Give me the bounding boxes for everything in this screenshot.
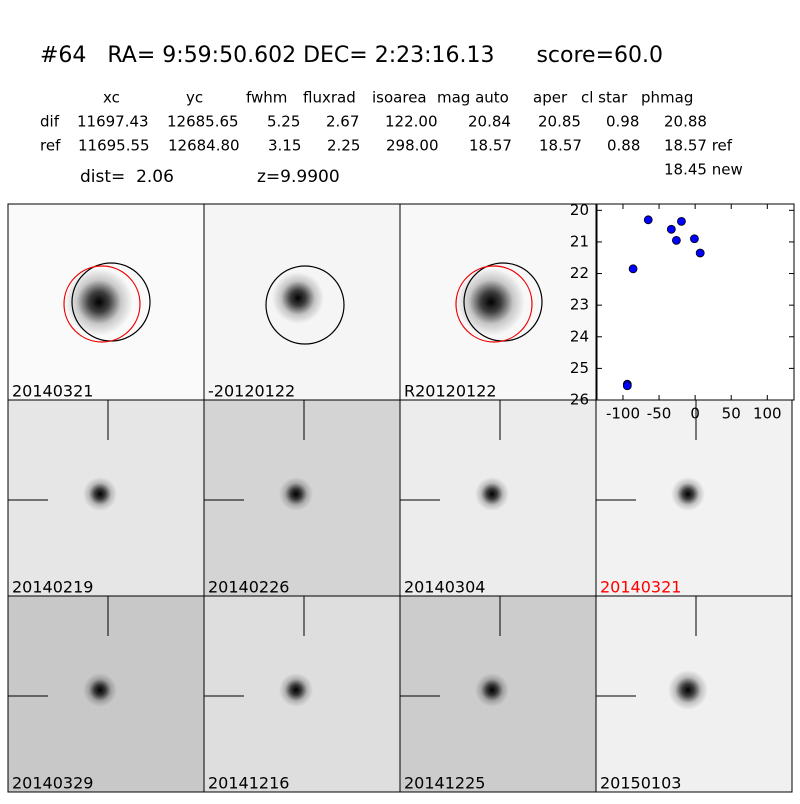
data-point: [677, 216, 686, 226]
table-cell: 20.84: [468, 113, 511, 131]
y-tick-label: 22: [570, 264, 589, 282]
table-cell: 0.88: [607, 137, 640, 155]
image-panel: 20140321: [7, 203, 205, 401]
table-cell: 5.25: [267, 113, 300, 131]
column-header: phmag: [641, 89, 693, 107]
table-cell: 18.57 ref: [664, 137, 733, 155]
source-blob: [279, 477, 313, 511]
table-cell: 2.25: [327, 137, 360, 155]
source-blob: [65, 268, 133, 336]
title: #64 RA= 9:59:50.602 DEC= 2:23:16.13 scor…: [40, 43, 663, 68]
column-header: fwhm: [246, 89, 287, 107]
y-tick-label: 25: [570, 359, 589, 377]
image-panel: 20150103: [595, 595, 793, 793]
image-panel: 20140321: [595, 399, 793, 597]
table-cell: 122.00: [385, 113, 438, 131]
y-tick-label: 23: [570, 296, 589, 314]
image-panel: R20120122: [399, 203, 597, 401]
source-blob: [83, 477, 117, 511]
table-cell: 2.67: [326, 113, 359, 131]
column-header: aper: [533, 89, 568, 107]
column-header: cl star: [581, 89, 628, 107]
x-tick-label: -100: [606, 405, 640, 423]
y-tick-label: 21: [570, 232, 589, 250]
table-cell: 18.57: [539, 137, 582, 155]
row-label: dif: [40, 113, 60, 131]
column-header: isoarea: [372, 89, 427, 107]
x-tick-label: 50: [722, 405, 741, 423]
data-point: [628, 264, 638, 274]
ref-circle: [455, 265, 533, 343]
panel-label: 20140304: [404, 578, 485, 597]
x-tick-label: 100: [753, 405, 782, 423]
redshift: z=9.9900: [257, 167, 340, 187]
aperture-circle: [265, 265, 345, 345]
column-header: yc: [186, 89, 203, 107]
panel-label: 20141225: [404, 774, 485, 793]
panel-label: 20140321: [600, 578, 681, 597]
table-cell: 11697.43: [77, 113, 149, 131]
image-panel: 20140219: [7, 399, 205, 597]
source-blob: [671, 477, 705, 511]
source-blob: [668, 670, 708, 710]
row-label: ref: [40, 137, 61, 155]
panel-label: 20140219: [12, 578, 93, 597]
source-blob: [475, 673, 509, 707]
source-blob: [475, 477, 509, 511]
data-point: [666, 224, 676, 234]
x-tick-label: -50: [647, 405, 672, 423]
source-blob: [83, 673, 117, 707]
image-panel: 20140329: [7, 595, 205, 793]
plot-frame: [596, 203, 795, 401]
y-tick-label: 26: [570, 391, 589, 409]
data-point: [695, 248, 705, 258]
x-tick-label: 0: [690, 405, 700, 423]
source-blob: [272, 272, 324, 324]
table-cell: 298.00: [386, 137, 439, 155]
table-cell: 11695.55: [78, 137, 150, 155]
y-tick-label: 20: [570, 201, 589, 219]
image-panel: 20140304: [399, 399, 597, 597]
dist: dist= 2.06: [80, 167, 174, 187]
panel-label: 20150103: [600, 774, 681, 793]
panel-label: R20120122: [404, 382, 497, 401]
y-tick-label: 24: [570, 327, 589, 345]
table-cell: 12684.80: [168, 137, 240, 155]
data-point: [690, 234, 699, 244]
column-header: fluxrad: [303, 89, 356, 107]
column-header: mag auto: [437, 89, 509, 107]
table-cell: 12685.65: [167, 113, 239, 131]
table-cell: 20.85: [538, 113, 581, 131]
data-point: [643, 215, 653, 225]
table-cell: 20.88: [664, 113, 707, 131]
ref-circle: [63, 265, 141, 343]
panel-label: 20140226: [208, 578, 289, 597]
data-point: [622, 381, 632, 391]
source-blob: [279, 673, 313, 707]
panel-label: 20140329: [12, 774, 93, 793]
table-cell: 0.98: [606, 113, 639, 131]
data-point: [671, 235, 681, 245]
panel-label: 20140321: [12, 382, 93, 401]
table-cell: 18.57: [469, 137, 512, 155]
image-panel: -20120122: [203, 203, 401, 401]
table-cell: 3.15: [268, 137, 301, 155]
panel-label: 20141216: [208, 774, 289, 793]
source-blob: [457, 268, 525, 336]
panel-label: -20120122: [208, 382, 295, 401]
column-header: xc: [103, 89, 120, 107]
extra-mag: 18.45 new: [664, 161, 743, 179]
image-panel: 20140226: [203, 399, 401, 597]
image-panel: 20141216: [203, 595, 401, 793]
image-panel: 20141225: [399, 595, 597, 793]
